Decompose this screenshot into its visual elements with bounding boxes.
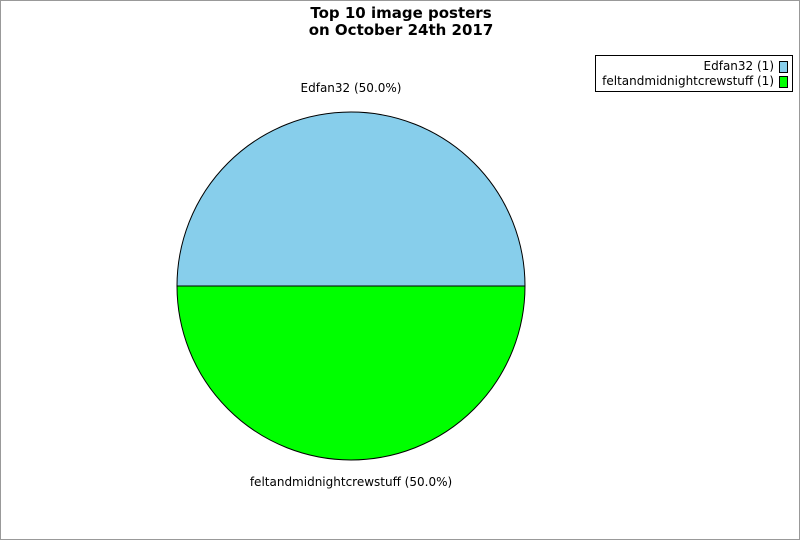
legend-label: Edfan32 (1) xyxy=(703,59,774,73)
legend: Edfan32 (1) feltandmidnightcrewstuff (1) xyxy=(595,55,793,92)
legend-item-1: feltandmidnightcrewstuff (1) xyxy=(602,74,788,89)
slice-label-1: feltandmidnightcrewstuff (50.0%) xyxy=(249,475,453,489)
pie-slice-0 xyxy=(176,111,526,287)
slice-label-0: Edfan32 (50.0%) xyxy=(300,81,402,95)
legend-item-0: Edfan32 (1) xyxy=(602,59,788,74)
legend-swatch xyxy=(779,75,788,88)
chart-title-line2: on October 24th 2017 xyxy=(308,21,494,39)
legend-swatch xyxy=(779,60,788,73)
pie-slice-1 xyxy=(176,285,526,461)
chart-title-line1: Top 10 image posters xyxy=(310,4,492,22)
legend-label: feltandmidnightcrewstuff (1) xyxy=(602,74,774,88)
